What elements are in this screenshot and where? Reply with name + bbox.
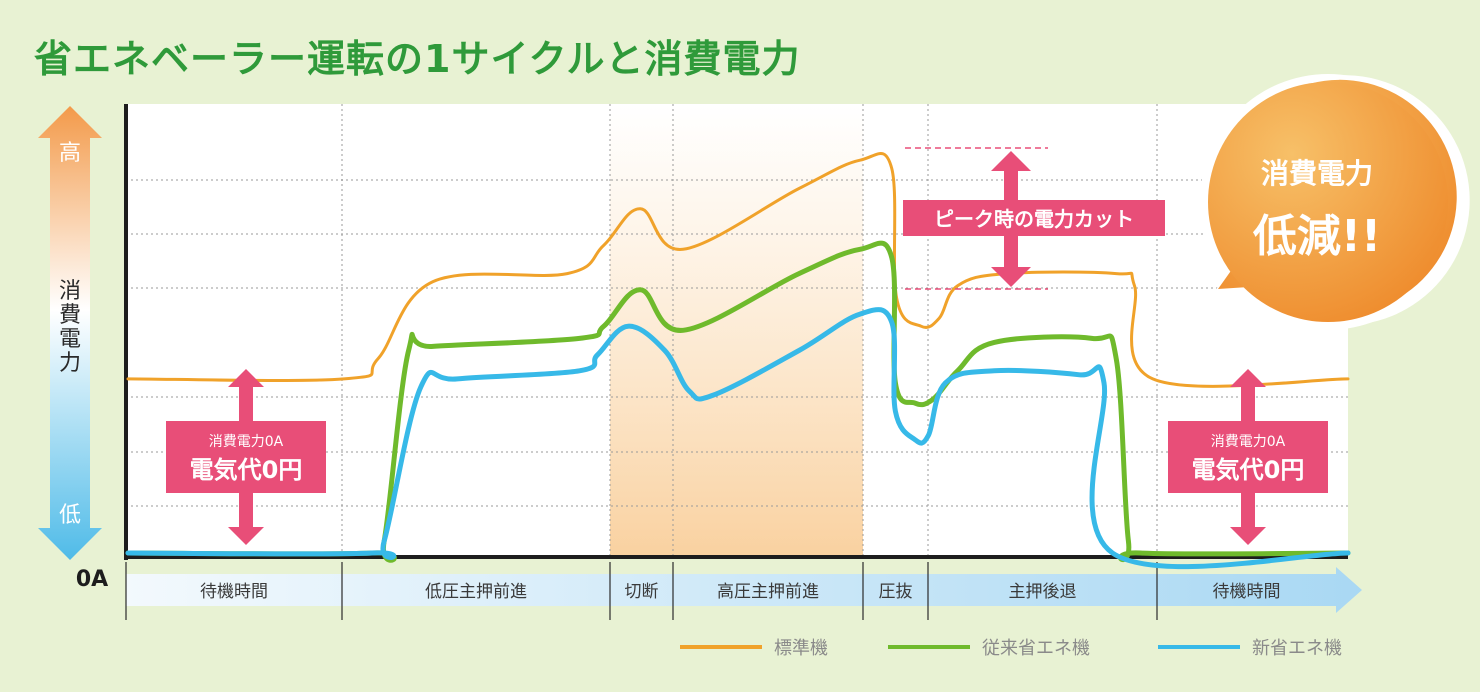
phase-label-2: 低圧主押前進 [425,582,527,602]
y-axis-title: 消費電力 [59,279,81,376]
zero-small-label-left: 消費電力0A [209,434,284,450]
chart-title: 省エネベーラー運転の1サイクルと消費電力 [34,37,801,81]
zero-big-label-right: 電気代0円 [1192,456,1305,484]
legend-label-1: 標準機 [774,638,828,659]
series-line-1 [126,152,1350,388]
phase-label-7: 待機時間 [1213,582,1281,602]
phase-label-6: 主押後退 [1009,582,1077,602]
reduction-bubble [1200,74,1470,330]
series-line-2 [125,240,1351,563]
peak-cut-annotation: ピーク時の電力カット [903,147,1165,290]
legend-label-2: 従来省エネ機 [982,638,1090,659]
zero-big-label-left: 電気代0円 [190,456,303,484]
zero-annotation-right: 消費電力0A 電気代0円 [1168,369,1328,545]
series-line-3 [125,307,1351,570]
zero-small-label-right: 消費電力0A [1211,434,1286,450]
phase-glow [610,104,863,557]
y-gradient-arrow [38,106,102,560]
legend: 標準機 従来省エネ機 新省エネ機 [680,638,1342,659]
peak-cut-label: ピーク時の電力カット [934,207,1134,231]
phase-bar [126,567,1362,613]
bubble-line2: 低減!! [1252,211,1382,262]
phase-label-1: 待機時間 [200,582,268,602]
phase-label-4: 高圧主押前進 [717,582,819,602]
zero-annotation-left: 消費電力0A 電気代0円 [166,369,326,545]
phase-label-5: 圧抜 [879,582,913,602]
y-low-label: 低 [59,503,81,528]
legend-label-3: 新省エネ機 [1252,638,1342,659]
phase-label-3: 切断 [625,582,659,602]
zero-label: 0A [76,567,108,592]
bubble-line1: 消費電力 [1260,157,1373,190]
y-high-label: 高 [59,141,81,166]
